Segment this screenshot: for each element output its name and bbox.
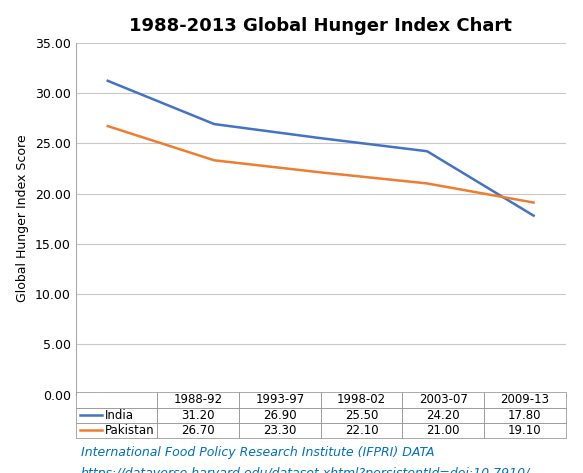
Text: Pakistan: Pakistan [105,424,155,437]
Y-axis label: Global Hunger Index Score: Global Hunger Index Score [16,135,30,302]
Text: India: India [105,409,134,421]
Text: https://dataverse.harvard.edu/dataset.xhtml?persistentId=doi:10.7910/
DVN/27557: https://dataverse.harvard.edu/dataset.xh… [80,467,530,473]
Text: International Food Policy Research Institute (IFPRI) DATA: International Food Policy Research Insti… [80,446,434,459]
Title: 1988-2013 Global Hunger Index Chart: 1988-2013 Global Hunger Index Chart [129,18,512,35]
